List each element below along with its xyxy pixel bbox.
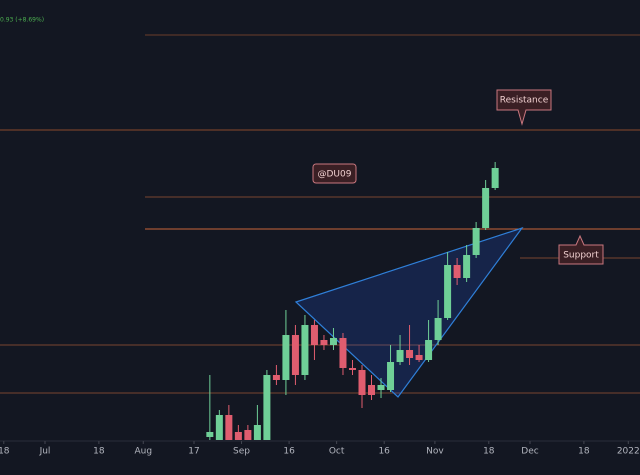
x-tick-label: Dec bbox=[521, 447, 538, 457]
x-tick-label: Aug bbox=[134, 447, 152, 457]
candle-body bbox=[463, 255, 471, 278]
x-tick-label: 18 bbox=[578, 447, 590, 457]
candle-body bbox=[244, 430, 252, 440]
x-tick-label: 17 bbox=[188, 447, 199, 457]
x-tick-label: Oct bbox=[329, 447, 345, 457]
candle-body bbox=[225, 415, 233, 440]
resistance-label: Resistance bbox=[500, 96, 549, 106]
candle-body bbox=[415, 355, 423, 360]
header-text: 0.93 (+8.69%) bbox=[0, 17, 44, 24]
candle-body bbox=[377, 385, 385, 390]
watermark-box bbox=[312, 163, 357, 184]
candle-body bbox=[482, 188, 490, 228]
candle-body bbox=[406, 350, 414, 358]
candle-body bbox=[215, 415, 223, 440]
candle-body bbox=[320, 340, 328, 345]
candle-body bbox=[301, 325, 309, 375]
x-tick-label: 18 bbox=[483, 447, 495, 457]
candle-body bbox=[358, 370, 366, 395]
candle-body bbox=[472, 228, 480, 255]
candle-body bbox=[282, 335, 290, 380]
x-tick-label: 16 bbox=[283, 447, 295, 457]
candle-body bbox=[348, 368, 356, 370]
candle-body bbox=[387, 362, 395, 390]
candle-body bbox=[368, 385, 376, 395]
candle-body bbox=[396, 350, 404, 362]
candles bbox=[206, 162, 499, 440]
candle-body bbox=[310, 325, 318, 345]
x-tick-label: 18 bbox=[0, 447, 10, 457]
candle-body bbox=[234, 432, 242, 440]
watermark-label: @DU09 bbox=[318, 170, 352, 180]
x-tick-label: 16 bbox=[378, 447, 390, 457]
candle-body bbox=[444, 265, 452, 318]
x-tick-label: 18 bbox=[93, 447, 105, 457]
candle-body bbox=[272, 375, 280, 380]
support-callout bbox=[558, 234, 604, 265]
candle-body bbox=[291, 335, 299, 375]
candle-body bbox=[491, 168, 499, 188]
resistance-callout bbox=[496, 89, 552, 126]
x-tick-label: Jul bbox=[39, 447, 51, 457]
candle-body bbox=[329, 338, 337, 345]
candle-body bbox=[425, 340, 433, 360]
candle-body bbox=[263, 375, 271, 440]
x-tick-label: Nov bbox=[426, 447, 444, 457]
candle-body bbox=[339, 338, 347, 368]
candle-body bbox=[434, 318, 442, 340]
candle-body bbox=[206, 432, 214, 437]
candle-body bbox=[453, 265, 461, 278]
x-tick-label: Sep bbox=[233, 447, 250, 457]
candle-body bbox=[253, 425, 261, 440]
support-label: Support bbox=[563, 251, 599, 261]
x-tick-label: 2022 bbox=[617, 447, 640, 457]
